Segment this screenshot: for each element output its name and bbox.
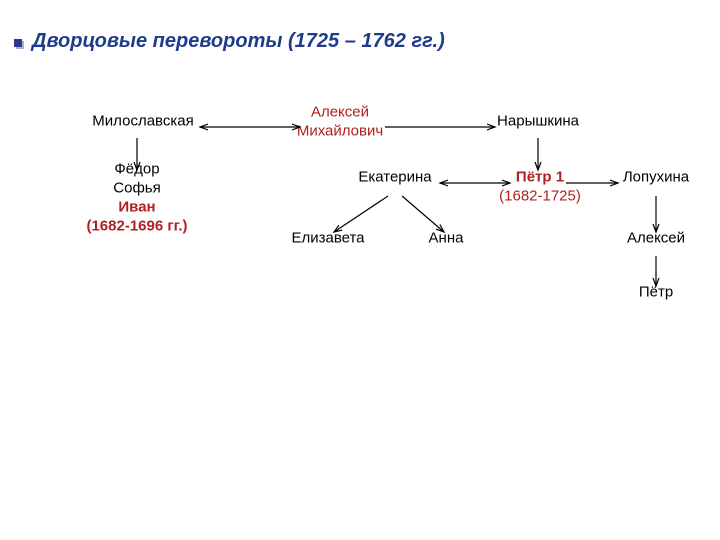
node-ivan_years: Иван(1682-1696 гг.) [86,198,187,236]
bullet-front [14,39,22,47]
node-petr1_years: (1682-1725) [499,188,581,207]
node-miloslavskaya: Милославская [92,113,193,132]
node-ekaterina: Екатерина [358,169,431,188]
node-anna: Анна [429,230,464,249]
node-fedor_sofya: ФёдорСофья [113,160,160,198]
arrows-layer [0,0,720,540]
node-petr_grandson: Пётр [639,284,673,303]
node-naryshkina: Нарышкина [497,113,579,132]
node-alexey_mikhailovich: АлексейМихайлович [297,103,383,141]
arrow [334,196,388,232]
page-title: Дворцовые перевороты (1725 – 1762 гг.) [32,30,445,53]
title-bullet [14,36,24,46]
node-lopukhina: Лопухина [623,169,689,188]
node-elizaveta: Елизавета [291,230,364,249]
arrow [402,196,444,232]
node-alexey_son: Алексей [627,230,685,249]
node-petr1: Пётр 1 [516,169,564,188]
